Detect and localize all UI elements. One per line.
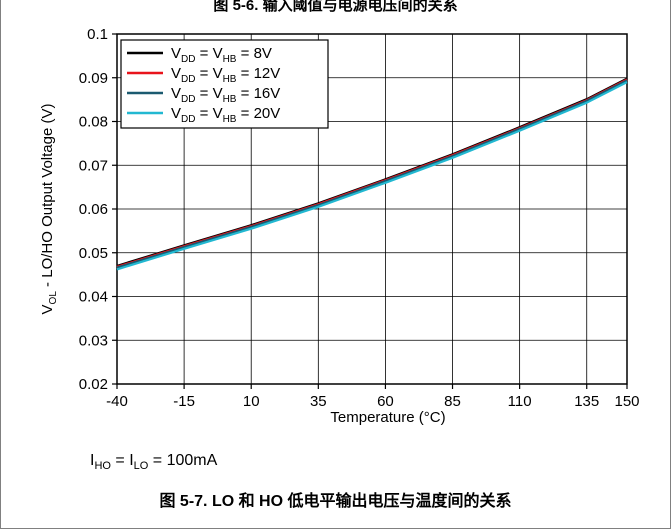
y-tick-label-4: 0.06	[79, 201, 108, 218]
y-tick-label-5: 0.07	[79, 157, 108, 174]
x-tick-label-0: -40	[106, 393, 128, 410]
y-tick-label-6: 0.08	[79, 114, 108, 131]
x-axis-title: Temperature (°C)	[330, 409, 445, 426]
y-tick-label-1: 0.03	[79, 332, 108, 349]
x-tick-label-3: 35	[310, 393, 327, 410]
x-tick-label-6: 110	[508, 393, 532, 410]
x-tick-label-8: 150	[614, 393, 639, 410]
x-tick-label-2: 10	[243, 393, 260, 410]
y-tick-label-0: 0.02	[79, 376, 108, 393]
test-conditions: IHO = ILO = 100mA	[90, 452, 217, 472]
y-tick-label-7: 0.09	[79, 70, 108, 87]
figure-caption: 图 5-7. LO 和 HO 低电平输出电压与温度间的关系	[0, 487, 671, 511]
y-tick-label-2: 0.04	[79, 289, 108, 306]
y-tick-label-8: 0.1	[87, 26, 108, 43]
y-axis-title: VOL - LO/HO Output Voltage (V)	[39, 104, 59, 315]
x-tick-label-5: 85	[444, 393, 461, 410]
x-tick-label-7: 135	[574, 393, 599, 410]
x-tick-label-4: 60	[377, 393, 394, 410]
x-tick-label-1: -15	[173, 393, 195, 410]
y-tick-label-3: 0.05	[79, 245, 108, 262]
